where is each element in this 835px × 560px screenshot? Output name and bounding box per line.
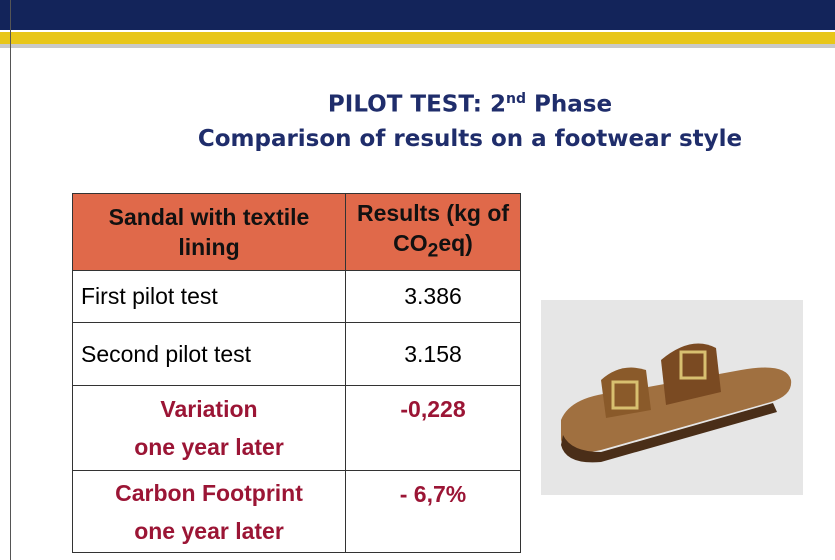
label-line: one year later <box>81 428 337 466</box>
label-line: Second pilot test <box>81 341 337 368</box>
label-cell: First pilot test <box>73 271 346 323</box>
header-cell: Results (kg of CO2eq) <box>346 194 521 271</box>
label-line: one year later <box>81 512 337 550</box>
table-body: First pilot test 3.386 Second pilot test 3.… <box>73 271 521 553</box>
table-row: First pilot test 3.386 <box>73 271 521 323</box>
value-cell: 3.158 <box>346 323 521 386</box>
table-row: Second pilot test 3.158 <box>73 323 521 386</box>
header-sub: 2 <box>428 240 439 261</box>
label-cell: Second pilot test <box>73 323 346 386</box>
title: PILOT TEST: 2nd Phase Comparison of resu… <box>120 82 820 156</box>
label-line: First pilot test <box>81 283 337 310</box>
title-text: Phase <box>534 92 612 118</box>
header-text: eq) <box>438 230 473 256</box>
title-text: PILOT TEST: 2 <box>328 92 506 118</box>
results-table: Sandal with textile lining Results (kg o… <box>72 193 521 553</box>
slide: PILOT TEST: 2nd Phase Comparison of resu… <box>0 0 835 560</box>
header-cell: Sandal with textile lining <box>73 194 346 271</box>
value-cell: - 6,7% <box>346 471 521 553</box>
header-row: Sandal with textile lining Results (kg o… <box>73 194 521 271</box>
value-cell: 3.386 <box>346 271 521 323</box>
sandal-photo <box>541 300 803 495</box>
label-line: Variation <box>81 390 337 428</box>
label-line: Carbon Footprint <box>81 474 337 512</box>
value-cell: -0,228 <box>346 386 521 471</box>
subtitle: Comparison of results on a footwear styl… <box>120 122 820 156</box>
title-sup: nd <box>506 91 526 107</box>
